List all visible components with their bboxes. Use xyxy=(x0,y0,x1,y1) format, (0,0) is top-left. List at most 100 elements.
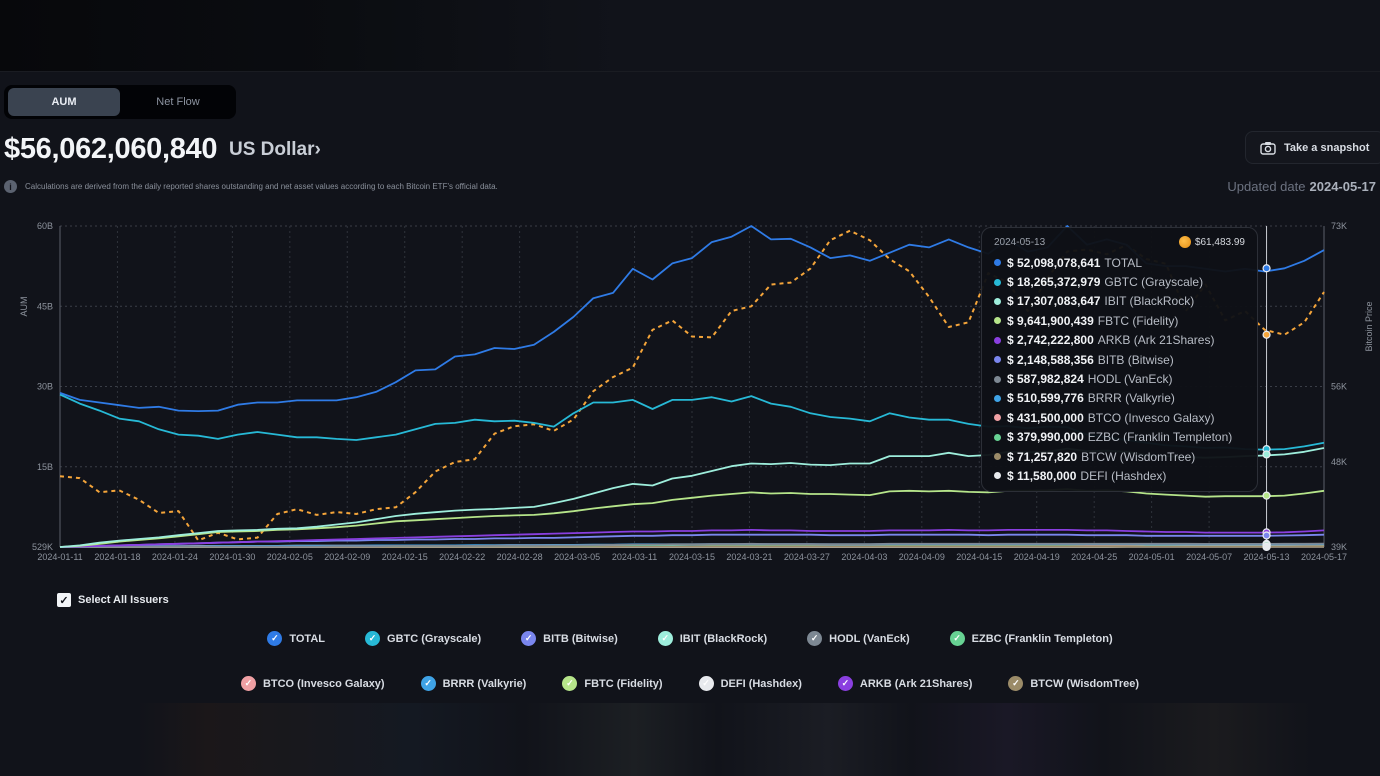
hover-point xyxy=(1262,491,1271,500)
tooltip-row: $ 9,641,900,439 FBTC (Fidelity) xyxy=(994,311,1245,330)
series-line-arkb xyxy=(59,529,1325,548)
check-icon[interactable]: ✓ xyxy=(657,631,673,646)
bitcoin-icon xyxy=(1178,236,1191,248)
hover-point xyxy=(1262,330,1271,339)
updated-date: Updated date 2024-05-17 xyxy=(1227,179,1376,194)
y2-tick-label: 48K xyxy=(1331,457,1347,467)
legend-label: GBTC (Grayscale) xyxy=(387,632,482,645)
check-icon[interactable]: ✓ xyxy=(267,631,283,646)
check-icon[interactable]: ✓ xyxy=(240,676,256,691)
legend-item[interactable]: ✓ ARKB (Ark 21Shares) xyxy=(837,676,973,691)
hover-point xyxy=(1262,531,1271,540)
x-tick-label: 2024-02-09 xyxy=(324,552,370,562)
legend-label: IBIT (BlackRock) xyxy=(679,632,768,645)
hover-point xyxy=(1262,542,1271,552)
x-tick-label: 2024-03-11 xyxy=(612,552,657,562)
legend-item[interactable]: ✓ EZBC (Franklin Templeton) xyxy=(949,631,1113,646)
legend-label: ARKB (Ark 21Shares) xyxy=(859,677,973,690)
tooltip-row: $ 2,148,588,356 BITB (Bitwise) xyxy=(994,350,1245,369)
legend-item[interactable]: ✓ TOTAL xyxy=(267,631,325,646)
series-line-hodl xyxy=(60,542,1325,548)
x-tick-label: 2024-01-30 xyxy=(209,552,255,562)
x-tick-label: 2024-03-27 xyxy=(784,552,830,562)
series-color-dot xyxy=(994,375,1001,383)
check-icon[interactable]: ✓ xyxy=(1008,676,1024,691)
x-tick-label: 2024-04-03 xyxy=(841,552,887,562)
check-icon[interactable]: ✓ xyxy=(949,631,965,646)
legend-label: BTCW (WisdomTree) xyxy=(1030,677,1140,690)
select-all-issuers[interactable]: ✓ Select All Issuers xyxy=(57,593,169,607)
y-axis-title: AUM xyxy=(19,297,29,317)
legend-item[interactable]: ✓ IBIT (BlackRock) xyxy=(657,631,768,646)
blurred-footer xyxy=(0,703,1380,776)
x-tick-label: 2024-05-13 xyxy=(1244,552,1290,562)
tooltip-value: $ 587,982,824 xyxy=(1007,372,1084,387)
y-tick-label: 30B xyxy=(37,382,53,392)
series-color-dot xyxy=(994,394,1001,402)
note-text: Calculations are derived from the daily … xyxy=(25,182,498,191)
legend-item[interactable]: ✓ GBTC (Grayscale) xyxy=(365,631,481,646)
tooltip-row: $ 587,982,824 HODL (VanEck) xyxy=(994,369,1245,388)
x-tick-label: 2024-05-01 xyxy=(1129,552,1175,562)
tooltip-value: $ 17,307,083,647 xyxy=(1007,294,1101,309)
x-tick-label: 2024-04-19 xyxy=(1014,552,1060,562)
chart-tooltip: 2024-05-13 $61,483.99 $ 52,098,078,641 TO… xyxy=(981,227,1258,492)
take-snapshot-button[interactable]: Take a snapshot xyxy=(1245,131,1380,164)
legend-label: BRRR (Valkyrie) xyxy=(442,677,527,690)
tooltip-value: $ 52,098,078,641 xyxy=(1007,255,1101,270)
check-icon[interactable]: ✓ xyxy=(521,631,537,646)
updated-value: 2024-05-17 xyxy=(1309,179,1377,194)
calculation-note: i Calculations are derived from the dail… xyxy=(4,180,498,193)
hover-point xyxy=(1262,450,1271,459)
legend-label: BITB (Bitwise) xyxy=(543,632,618,645)
check-icon[interactable]: ✓ xyxy=(365,631,381,646)
tooltip-row: $ 2,742,222,800 ARKB (Ark 21Shares) xyxy=(994,331,1245,350)
tooltip-series-name: BRRR (Valkyrie) xyxy=(1087,391,1175,406)
legend-label: TOTAL xyxy=(289,632,326,645)
tooltip-series-name: IBIT (BlackRock) xyxy=(1104,294,1195,309)
check-icon[interactable]: ✓ xyxy=(837,676,853,691)
tooltip-value: $ 11,580,000 xyxy=(1007,468,1077,483)
x-tick-label: 2024-02-22 xyxy=(439,552,485,562)
tooltip-value: $ 379,990,000 xyxy=(1007,430,1084,445)
series-color-dot xyxy=(994,453,1001,461)
series-color-dot xyxy=(994,336,1001,344)
check-icon[interactable]: ✓ xyxy=(698,676,714,691)
y2-tick-label: 73K xyxy=(1331,221,1347,231)
legend-row-1: ✓ TOTAL ✓ GBTC (Grayscale) ✓ BITB (Bitwise) ✓ I… xyxy=(0,631,1380,646)
y2-tick-label: 39K xyxy=(1331,542,1347,552)
x-tick-label: 2024-02-05 xyxy=(267,552,313,562)
checkbox-checked-icon[interactable]: ✓ xyxy=(57,593,71,607)
x-tick-label: 2024-03-15 xyxy=(669,552,715,562)
y-tick-label: 529K xyxy=(32,542,53,552)
check-icon[interactable]: ✓ xyxy=(562,676,578,691)
y-tick-label: 45B xyxy=(37,301,53,311)
blurred-header xyxy=(0,0,1380,72)
legend-item[interactable]: ✓ HODL (VanEck) xyxy=(807,631,910,646)
check-icon[interactable]: ✓ xyxy=(807,631,823,646)
legend-item[interactable]: ✓ BRRR (Valkyrie) xyxy=(420,676,527,691)
x-tick-label: 2024-04-25 xyxy=(1071,552,1117,562)
legend-item[interactable]: ✓ BITB (Bitwise) xyxy=(521,631,618,646)
tooltip-value: $ 18,265,372,979 xyxy=(1007,275,1101,290)
legend-item[interactable]: ✓ FBTC (Fidelity) xyxy=(562,676,663,691)
legend-item[interactable]: ✓ BTCW (WisdomTree) xyxy=(1008,676,1139,691)
snapshot-label: Take a snapshot xyxy=(1284,141,1370,154)
tab-net-flow[interactable]: Net Flow xyxy=(156,96,200,108)
tooltip-series-name: BITB (Bitwise) xyxy=(1097,352,1174,367)
x-tick-label: 2024-01-11 xyxy=(37,552,82,562)
tooltip-row: $ 18,265,372,979 GBTC (Grayscale) xyxy=(994,272,1245,291)
tab-aum[interactable]: AUM xyxy=(8,88,120,116)
x-tick-label: 2024-01-18 xyxy=(94,552,140,562)
legend-label: DEFI (Hashdex) xyxy=(720,677,802,690)
x-tick-label: 2024-03-21 xyxy=(726,552,772,562)
btc-price-value: $61,483.99 xyxy=(1194,236,1245,248)
y-tick-label: 15B xyxy=(37,462,53,472)
select-all-label: Select All Issuers xyxy=(78,594,169,606)
currency-selector[interactable]: US Dollar› xyxy=(229,139,321,160)
tooltip-row: $ 431,500,000 BTCO (Invesco Galaxy) xyxy=(994,408,1245,427)
tooltip-row: $ 71,257,820 BTCW (WisdomTree) xyxy=(994,447,1245,466)
legend-item[interactable]: ✓ DEFI (Hashdex) xyxy=(698,676,802,691)
check-icon[interactable]: ✓ xyxy=(420,676,436,691)
legend-item[interactable]: ✓ BTCO (Invesco Galaxy) xyxy=(240,676,385,691)
